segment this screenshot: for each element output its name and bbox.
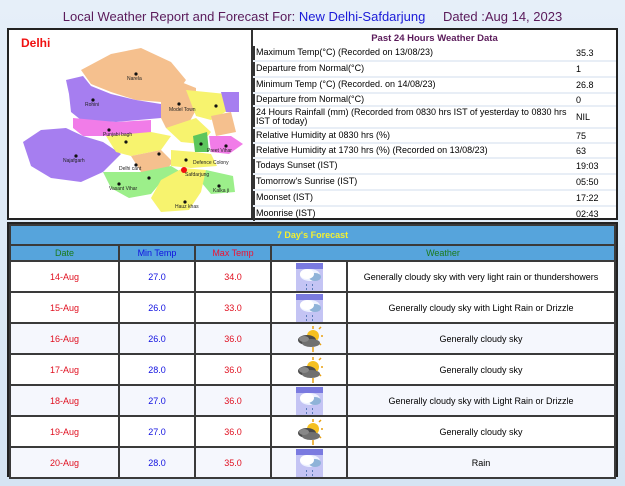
data-row: 24 Hours Rainfall (mm) (Recorded from 08… [253, 107, 616, 129]
svg-text:Defence Colony: Defence Colony [193, 160, 229, 166]
rain-cloud-icon [296, 263, 323, 291]
data-row: Moonset (IST) 17:22 [253, 191, 616, 207]
data-row: Relative Humidity at 0830 hrs (%) 75 [253, 129, 616, 144]
svg-text:Model Town: Model Town [169, 107, 196, 113]
data-row: Relative Humidity at 1730 hrs (%) (Recor… [253, 144, 616, 159]
forecast-row: 16-Aug 26.0 36.0 Generally cloudy sky [9, 322, 616, 355]
past-24h-data: Past 24 Hours Weather Data Maximum Temp(… [253, 30, 616, 223]
forecast-panel: 7 Day's Forecast Date Min Temp Max Temp … [7, 222, 618, 479]
rain-cloud-icon [296, 294, 323, 322]
col-weather: Weather [270, 244, 616, 262]
delhi-map: Delhi [9, 30, 253, 218]
col-date: Date [9, 244, 120, 262]
past-24h-heading: Past 24 Hours Weather Data [371, 33, 498, 44]
report-date: Dated :Aug 14, 2023 [442, 9, 563, 24]
svg-text:Punjabi bagh: Punjabi bagh [103, 132, 132, 138]
data-row: Departure from Normal(°C) 1 [253, 62, 616, 78]
col-min-temp: Min Temp [118, 244, 196, 262]
rain-cloud-icon [296, 449, 323, 477]
data-row: Departure from Normal(°C) 0 [253, 94, 616, 107]
svg-text:Rohini: Rohini [85, 102, 99, 108]
col-max-temp: Max Temp [194, 244, 272, 262]
forecast-row: 15-Aug 26.0 33.0 Generally cloudy sky with… [9, 291, 616, 324]
svg-text:Narela: Narela [127, 76, 142, 82]
forecast-row: 18-Aug 27.0 36.0 Generally cloudy sky with… [9, 384, 616, 417]
svg-text:Vasant Vihar: Vasant Vihar [109, 186, 138, 192]
forecast-row: 20-Aug 28.0 35.0 Rain [9, 446, 616, 479]
partly-cloudy-icon [296, 356, 323, 384]
data-row: Moonrise (IST) 02:43 [253, 207, 616, 223]
data-row: Todays Sunset (IST) 19:03 [253, 159, 616, 175]
data-row: Tomorrow's Sunrise (IST) 05:50 [253, 175, 616, 191]
svg-text:Kalka ji: Kalka ji [213, 188, 229, 194]
data-row: Maximum Temp(°C) (Recorded on 13/08/23) 3… [253, 46, 616, 62]
current-conditions-panel: Delhi [7, 28, 618, 223]
data-row: Minimum Temp (°C) (Recorded. on 14/08/23… [253, 78, 616, 94]
station-name: New Delhi-Safdarjung [298, 9, 426, 24]
delhi-district-map-image: Narela Rohini Model Town Punjabi bagh Naja… [23, 48, 243, 212]
svg-text:Delhi cant: Delhi cant [119, 166, 142, 172]
partly-cloudy-icon [296, 325, 323, 353]
svg-text:Safdarjung: Safdarjung [185, 172, 209, 178]
forecast-row: 19-Aug 27.0 36.0 Generally cloudy sky [9, 415, 616, 448]
page-title: Local Weather Report and Forecast For: N… [0, 9, 625, 24]
svg-text:Hauz khas: Hauz khas [175, 204, 199, 210]
title-prefix: Local Weather Report and Forecast For: [62, 9, 296, 24]
forecast-heading: 7 Day's Forecast [9, 224, 616, 246]
forecast-table: 7 Day's Forecast Date Min Temp Max Temp … [9, 224, 616, 479]
forecast-row: 17-Aug 28.0 36.0 Generally cloudy sky [9, 353, 616, 386]
partly-cloudy-icon [296, 418, 323, 446]
svg-text:Najafgarh: Najafgarh [63, 158, 85, 164]
rain-cloud-icon [296, 387, 323, 415]
forecast-row: 14-Aug 27.0 34.0 Generally cloudy sky with… [9, 260, 616, 293]
svg-text:Preet Vihar: Preet Vihar [207, 148, 232, 154]
forecast-header-row: Date Min Temp Max Temp Weather [9, 244, 616, 262]
map-title: Delhi [21, 36, 51, 50]
